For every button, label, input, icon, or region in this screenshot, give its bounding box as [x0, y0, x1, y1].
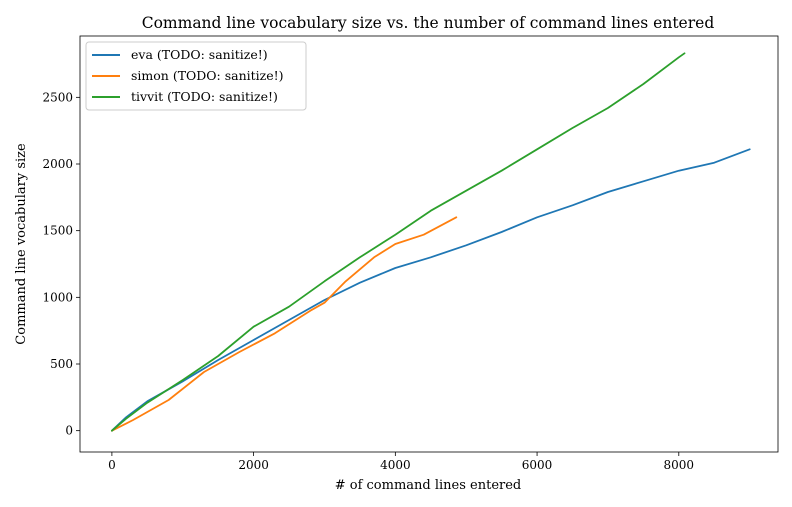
x-axis: 0 2000 4000 6000 8000 [108, 452, 694, 472]
x-tick-label: 6000 [522, 458, 553, 472]
y-tick-label: 500 [50, 357, 73, 371]
legend-box [85, 41, 307, 111]
legend-label-simon: simon (TODO: sanitize!) [131, 68, 284, 83]
x-tick-label: 2000 [238, 458, 269, 472]
y-tick-label: 1500 [42, 224, 73, 238]
legend: eva (TODO: sanitize!) simon (TODO: sanit… [85, 41, 307, 111]
y-tick-label: 2000 [42, 157, 73, 171]
y-axis: 0 500 1000 1500 2000 2500 [42, 90, 80, 438]
x-tick-label: 8000 [664, 458, 695, 472]
y-tick-label: 1000 [42, 290, 73, 304]
x-tick-label: 0 [108, 458, 116, 472]
y-tick-label: 0 [65, 424, 73, 438]
series-line-1 [111, 148, 751, 432]
legend-label-tivvit: tivvit (TODO: sanitize!) [131, 89, 278, 104]
y-axis-label: Command line vocabulary size [14, 143, 29, 345]
x-tick-label: 4000 [380, 458, 411, 472]
series-line-2 [111, 216, 458, 432]
legend-label-eva: eva (TODO: sanitize!) [131, 47, 268, 62]
y-tick-label: 2500 [42, 90, 73, 104]
series-line-3 [111, 52, 686, 432]
x-axis-label: # of command lines entered [335, 478, 522, 493]
series-layer [111, 52, 751, 432]
chart-title: Command line vocabulary size vs. the num… [142, 14, 715, 32]
